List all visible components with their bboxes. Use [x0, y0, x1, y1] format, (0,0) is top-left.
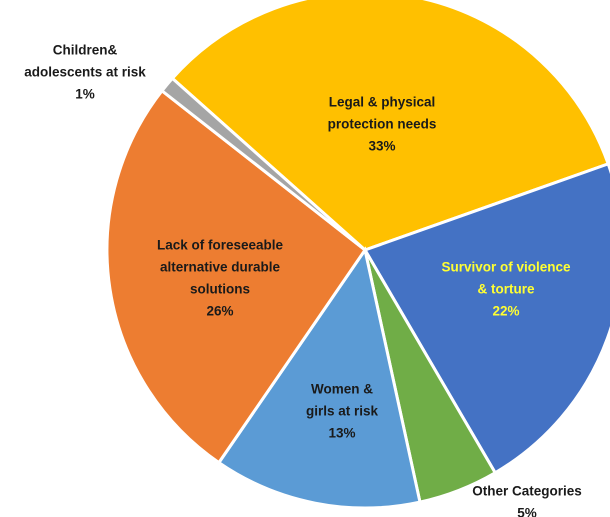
pie-slice [159, 76, 366, 252]
slice-label: adolescents at risk [24, 65, 146, 80]
pie-slice [170, 0, 610, 252]
slice-label: Survivor of violence [441, 260, 571, 275]
slice-label: girls at risk [306, 404, 379, 419]
pie-slice [105, 88, 368, 465]
pie-slice [362, 161, 610, 475]
slice-label: Other Categories [472, 484, 582, 499]
slice-label: alternative durable [160, 260, 281, 275]
slice-label: Women & [311, 382, 373, 397]
value-label: 5% [517, 506, 537, 517]
slice-label: Children& [53, 43, 118, 58]
value-label: 33% [368, 139, 395, 154]
slice-label: Lack of foreseeable [157, 238, 284, 253]
pie-slice [216, 246, 422, 510]
value-label: 13% [328, 426, 355, 441]
value-label: 1% [75, 87, 95, 102]
value-label: 22% [492, 304, 519, 319]
value-label: 26% [206, 304, 233, 319]
slice-label: protection needs [328, 117, 437, 132]
slice-label: & torture [478, 282, 535, 297]
slice-label: solutions [190, 282, 250, 297]
slice-label: Legal & physical [329, 95, 436, 110]
